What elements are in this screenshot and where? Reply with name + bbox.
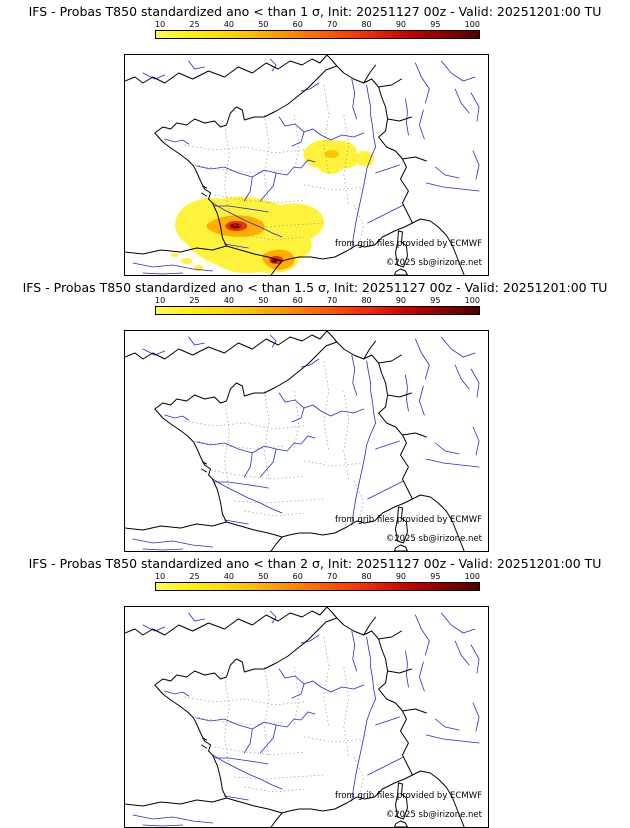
map-svg: [125, 607, 480, 827]
colorbar-tick-label: 40: [223, 20, 234, 29]
attribution-copyright: ©2025 sb@irizone.net: [385, 258, 482, 268]
panel-sigma-1: IFS - Probas T850 standardized ano < tha…: [0, 0, 630, 276]
colorbar-tick-label: 10: [155, 296, 166, 305]
colorbar-tick-label: 40: [223, 296, 234, 305]
colorbar-gradient: [155, 30, 480, 39]
colorbar-tick-label: 70: [327, 296, 338, 305]
colorbar-tick-label: 95: [430, 20, 441, 29]
colorbar-tick-label: 80: [361, 20, 372, 29]
panel-sigma-1-5: IFS - Probas T850 standardized ano < tha…: [0, 276, 630, 552]
colorbar-tick-label: 10: [155, 20, 166, 29]
colorbar-tick-label: 50: [258, 572, 269, 581]
colorbar-tick-label: 50: [258, 296, 269, 305]
panel-title: IFS - Probas T850 standardized ano < tha…: [28, 556, 602, 571]
colorbar-tick-label: 80: [361, 572, 372, 581]
panel-sigma-2: IFS - Probas T850 standardized ano < tha…: [0, 552, 630, 828]
colorbar-tick-label: 100: [464, 572, 480, 581]
map-canvas: from grib files provided by ECMWF ©2025 …: [124, 54, 489, 276]
colorbar-gradient: [155, 582, 480, 591]
colorbar-gradient: [155, 306, 480, 315]
colorbar-tick-label: 90: [395, 20, 407, 29]
panel-title: IFS - Probas T850 standardized ano < tha…: [22, 280, 608, 295]
colorbar-tick-label: 60: [292, 20, 303, 29]
attribution-copyright: ©2025 sb@irizone.net: [385, 810, 482, 820]
colorbar-tick-label: 90: [395, 572, 407, 581]
rivers: [132, 58, 480, 275]
coastline: [125, 55, 465, 275]
colorbar-tick-label: 25: [189, 20, 200, 29]
colorbar-tick-label: 100: [464, 20, 480, 29]
map-canvas: from grib files provided by ECMWF ©2025 …: [124, 606, 489, 828]
map-canvas: from grib files provided by ECMWF ©2025 …: [124, 330, 489, 552]
department-boundaries: [184, 84, 365, 246]
colorbar-tick-label: 95: [430, 296, 441, 305]
colorbar-tick-label: 60: [292, 296, 303, 305]
coastline: [125, 607, 465, 827]
colorbar-ticks: 10 25 40 50 60 70 80 90 95 100: [155, 573, 480, 581]
colorbar-tick-label: 10: [155, 572, 166, 581]
coastline: [125, 331, 465, 551]
colorbar-tick-label: 90: [395, 296, 407, 305]
department-boundaries: [184, 360, 365, 522]
colorbar-tick-label: 95: [430, 572, 441, 581]
map-svg: [125, 55, 480, 275]
rivers: [132, 334, 480, 551]
attribution-source: from grib files provided by ECMWF: [335, 515, 482, 525]
colorbar-tick-label: 100: [464, 296, 480, 305]
attribution-source: from grib files provided by ECMWF: [335, 791, 482, 801]
colorbar-ticks: 10 25 40 50 60 70 80 90 95 100: [155, 297, 480, 305]
rivers: [132, 610, 480, 827]
colorbar-tick-label: 40: [223, 572, 234, 581]
colorbar-tick-label: 80: [361, 296, 372, 305]
map-svg: [125, 331, 480, 551]
colorbar-tick-label: 70: [327, 20, 338, 29]
department-boundaries: [184, 636, 365, 798]
panel-title: IFS - Probas T850 standardized ano < tha…: [28, 4, 602, 19]
attribution-copyright: ©2025 sb@irizone.net: [385, 534, 482, 544]
colorbar-tick-label: 60: [292, 572, 303, 581]
colorbar-tick-label: 25: [189, 296, 200, 305]
attribution-source: from grib files provided by ECMWF: [335, 239, 482, 249]
colorbar-ticks: 10 25 40 50 60 70 80 90 95 100: [155, 21, 480, 29]
colorbar-tick-label: 50: [258, 20, 269, 29]
colorbar-tick-label: 25: [189, 572, 200, 581]
colorbar-tick-label: 70: [327, 572, 338, 581]
